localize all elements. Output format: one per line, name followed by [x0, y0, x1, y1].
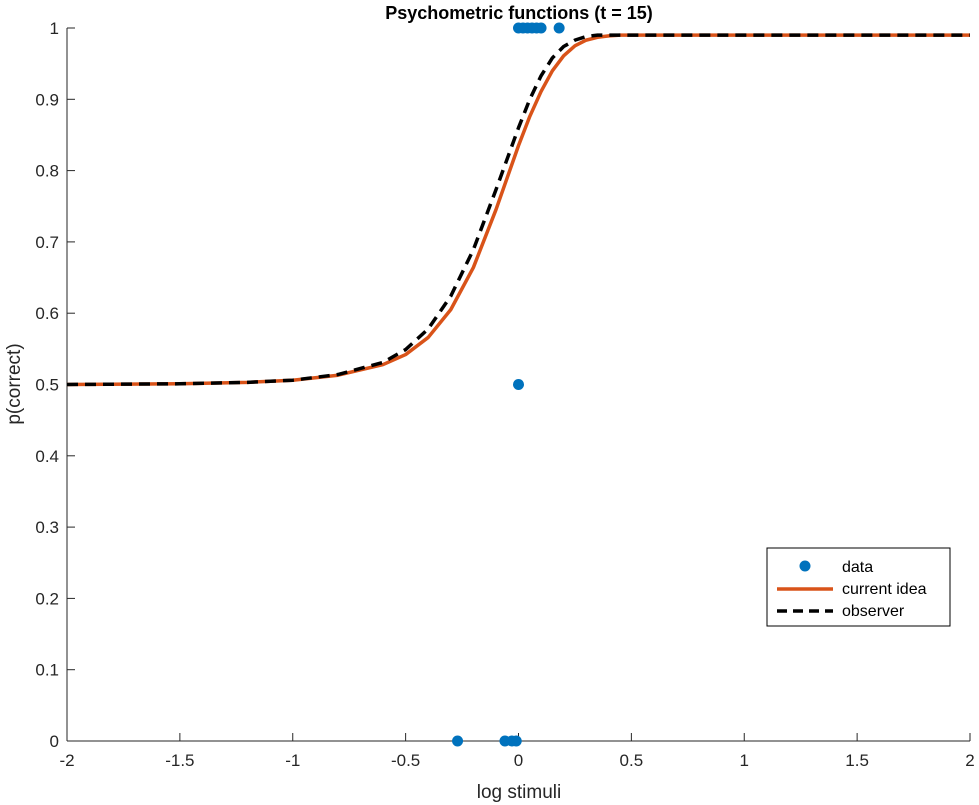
- x-tick-label: 0.5: [620, 751, 644, 770]
- data-point: [513, 379, 524, 390]
- y-tick-label: 1: [50, 19, 59, 38]
- y-tick-label: 0.8: [35, 162, 59, 181]
- x-tick-label: 2: [965, 751, 974, 770]
- legend-data-label: data: [842, 559, 873, 576]
- x-tick-label: 1.5: [845, 751, 869, 770]
- y-tick-label: 0.9: [35, 90, 59, 109]
- y-tick-label: 0.5: [35, 376, 59, 395]
- y-tick-label: 0.4: [35, 447, 59, 466]
- x-tick-label: -1.5: [165, 751, 194, 770]
- data-point: [510, 735, 522, 747]
- legend-box: [766, 547, 951, 627]
- x-tick-label: 1: [740, 751, 749, 770]
- data-point: [553, 22, 565, 34]
- x-tick-label: -2: [59, 751, 74, 770]
- chart-title: Psychometric functions (t = 15): [385, 3, 653, 23]
- y-tick-label: 0.6: [35, 304, 59, 323]
- x-axis-label: log stimuli: [477, 782, 561, 803]
- observer-line: [66, 33, 970, 387]
- x-tick-label: -0.5: [391, 751, 420, 770]
- data-point: [535, 22, 547, 34]
- y-tick-label: 0.1: [35, 661, 59, 680]
- x-tick-label: 0: [514, 751, 523, 770]
- legend-observer-label: observer: [842, 603, 905, 620]
- plot-area: -2 -1.5 -1 -0.5 0 0.5 1 1.5 2 0 0.1 0.2 0.3 0.4 0.5 0.6…: [35, 19, 974, 770]
- y-tick-label: 0.2: [35, 589, 59, 608]
- x-tick-label: -1: [285, 751, 300, 770]
- y-tick-label: 0.3: [35, 518, 59, 537]
- y-axis-label: p(correct): [4, 343, 25, 424]
- legend: data current idea observer: [766, 547, 951, 627]
- y-tick-label: 0.7: [35, 233, 59, 252]
- legend-current-idea-label: current idea: [842, 581, 927, 598]
- data-point: [452, 735, 464, 747]
- y-tick-label: 0: [50, 732, 59, 751]
- legend-data-marker: [799, 560, 811, 572]
